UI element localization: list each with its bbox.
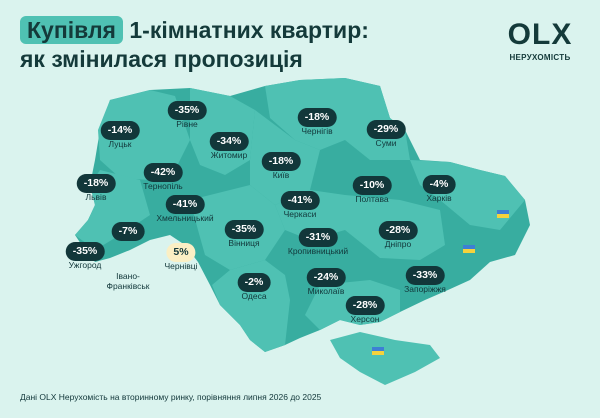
change-badge-kherson: -28% [345, 296, 385, 315]
footnote: Дані OLX Нерухомість на вторинному ринку… [20, 392, 322, 402]
change-badge-kropyvnytskyi: -31% [298, 228, 338, 247]
crimea [330, 332, 440, 385]
city-label-chernihiv: Чернігів [301, 126, 333, 136]
title-highlight: Купівля [20, 16, 123, 44]
city-label-lutsk: Луцьк [108, 139, 132, 149]
change-badge-sumy: -29% [366, 120, 406, 139]
change-badge-lviv: -18% [76, 174, 116, 193]
change-badge-ivano-frankivsk: -7% [111, 222, 145, 241]
city-label-odesa: Одеса [241, 291, 267, 301]
change-badge-kyiv: -18% [261, 152, 301, 171]
change-badge-uzhhorod: -35% [65, 242, 105, 261]
city-label-uzhhorod: Ужгород [68, 260, 102, 270]
city-label-zaporizhzhia: Запоріжжя [404, 284, 446, 294]
change-badge-odesa: -2% [237, 273, 271, 292]
change-badge-poltava: -10% [352, 176, 392, 195]
city-label-poltava: Полтава [355, 194, 389, 204]
logo-subtitle: НЕРУХОМІСТЬ [509, 53, 571, 62]
city-label-ternopil: Тернопіль [143, 181, 183, 191]
olx-logo: OLX НЕРУХОМІСТЬ [500, 18, 580, 62]
city-label-chernivtsi: Чернівці [164, 261, 198, 271]
change-badge-vinnytsia: -35% [224, 220, 264, 239]
city-label-kyiv: Київ [272, 170, 290, 180]
page-title: Купівля 1-кімнатних квартир: як змінилас… [20, 16, 440, 74]
city-label-kherson: Херсон [350, 314, 380, 324]
flag-icon-luhansk [497, 210, 509, 218]
region-west [98, 90, 190, 180]
city-label-khmelnytskyi: Хмельницький [156, 213, 214, 223]
change-badge-mykolaiv: -24% [306, 268, 346, 287]
change-badge-ternopil: -42% [143, 163, 183, 182]
change-badge-khmelnytskyi: -41% [165, 195, 205, 214]
city-label-kropyvnytskyi: Кропивницький [287, 246, 349, 256]
city-label-dnipro: Дніпро [384, 239, 412, 249]
change-badge-rivne: -35% [167, 101, 207, 120]
flag-icon-crimea [372, 347, 384, 355]
change-badge-dnipro: -28% [378, 221, 418, 240]
change-badge-lutsk: -14% [100, 121, 140, 140]
region-sumy [345, 78, 410, 160]
change-badge-kharkiv: -4% [422, 175, 456, 194]
title-line2: як змінилася пропозиція [20, 46, 303, 72]
city-label-sumy: Суми [375, 138, 397, 148]
region-odesa [212, 260, 290, 352]
logo-mark: OLX [507, 18, 573, 51]
city-label-rivne: Рівне [176, 119, 198, 129]
city-label-ivano-frankivsk: Івано- Франківськ [106, 271, 150, 291]
title-line1: 1-кімнатних квартир: [129, 17, 369, 43]
city-label-mykolaiv: Миколаїв [307, 286, 345, 296]
city-label-vinnytsia: Вінниця [228, 238, 260, 248]
change-badge-zhytomyr: -34% [209, 132, 249, 151]
city-label-lviv: Львів [85, 192, 107, 202]
change-badge-chernivtsi: 5% [166, 243, 196, 262]
flag-icon-donetsk [463, 245, 475, 253]
city-label-cherkasy: Черкаси [283, 209, 317, 219]
change-badge-chernihiv: -18% [297, 108, 337, 127]
city-label-kharkiv: Харків [426, 193, 452, 203]
city-label-zhytomyr: Житомир [210, 150, 248, 160]
change-badge-zaporizhzhia: -33% [405, 266, 445, 285]
change-badge-cherkasy: -41% [280, 191, 320, 210]
